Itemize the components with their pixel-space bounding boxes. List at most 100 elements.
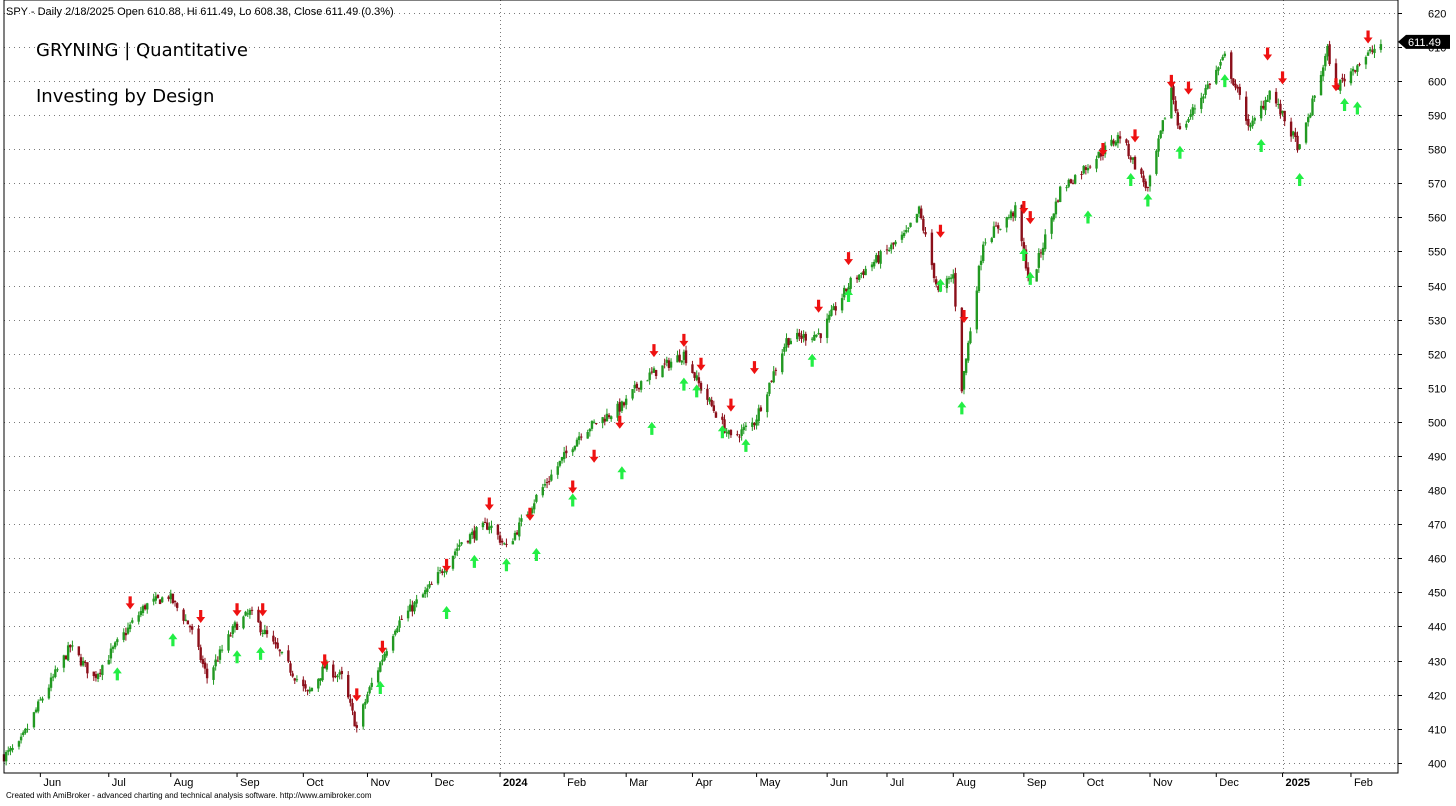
candle-body <box>663 363 666 365</box>
signal-arrows <box>112 30 1373 702</box>
candle-body <box>678 354 681 362</box>
candle-body <box>383 653 386 661</box>
buy-signal-arrow <box>469 554 479 568</box>
candle-body <box>99 672 102 674</box>
x-tick-label: Aug <box>174 777 194 789</box>
candle-body <box>1144 181 1147 189</box>
candle-body <box>545 482 549 484</box>
y-tick-label: 530 <box>1428 316 1446 328</box>
candle-body <box>1253 118 1256 121</box>
candle-body <box>603 418 606 422</box>
y-tick-label: 590 <box>1428 111 1446 123</box>
candle-body <box>855 277 859 280</box>
x-tick-label: Feb <box>1354 777 1373 789</box>
candle-body <box>759 407 763 411</box>
candle-body <box>1161 120 1165 132</box>
candle-body <box>1259 105 1263 119</box>
candle-body <box>669 361 673 368</box>
candle-body <box>804 333 807 341</box>
candle-body <box>175 603 179 608</box>
candle-body <box>1103 145 1107 155</box>
candle-body <box>430 583 433 585</box>
candle-body <box>610 416 613 420</box>
brand-name: GRYNING | Quantitative <box>36 40 248 61</box>
candle-body <box>605 413 609 422</box>
x-tick-label: 2025 <box>1286 777 1310 789</box>
candle-body <box>71 645 74 647</box>
candle-body <box>1155 150 1158 174</box>
candle-body <box>1234 83 1237 88</box>
candle-body <box>789 340 792 345</box>
candle-body <box>124 633 128 636</box>
candle-body <box>751 422 754 427</box>
candle-body <box>905 229 908 233</box>
candle-body <box>376 670 380 683</box>
candle-body <box>618 402 621 412</box>
y-tick-label: 430 <box>1428 657 1446 669</box>
buy-signal-arrow <box>957 401 967 415</box>
candle-body <box>1073 175 1077 184</box>
candle-body <box>308 689 311 692</box>
candle-body <box>84 662 87 664</box>
sell-signal-arrow <box>484 497 494 511</box>
candle-body <box>212 667 215 680</box>
candle-body <box>620 401 624 411</box>
candle-body <box>892 242 895 245</box>
candle-body <box>947 277 951 280</box>
candle-body <box>1274 91 1278 104</box>
candle-body <box>1343 78 1346 82</box>
candle-body <box>1268 90 1271 100</box>
candle-body <box>932 263 936 279</box>
x-tick-label: Jul <box>112 777 126 789</box>
candle-body <box>877 255 880 263</box>
candle-body <box>832 306 835 310</box>
buy-signal-arrow <box>1175 145 1185 159</box>
candle-body <box>708 398 711 402</box>
candle-body <box>952 274 955 279</box>
candle-body <box>1157 138 1160 152</box>
candle-body <box>1148 175 1152 187</box>
candle-body <box>541 487 544 496</box>
candle-body <box>1202 96 1205 99</box>
candle-body <box>1334 63 1338 85</box>
candle-body <box>783 346 786 352</box>
candle-body <box>92 671 95 677</box>
candle-body <box>864 268 867 276</box>
candle-body <box>753 422 756 426</box>
candle-body <box>699 382 703 391</box>
candle-body <box>590 421 594 429</box>
candle-body <box>800 335 803 340</box>
candle-body <box>1281 110 1284 114</box>
buy-signal-arrow <box>807 353 817 367</box>
candle-body <box>825 318 829 338</box>
candle-body <box>96 673 100 679</box>
gridlines <box>4 0 1398 773</box>
candle-body <box>248 610 252 615</box>
candle-body <box>111 646 115 649</box>
candle-body <box>962 371 966 390</box>
candle-body <box>261 633 264 635</box>
candle-body <box>915 213 919 223</box>
candle-body <box>379 662 382 672</box>
candle-body <box>1266 99 1269 103</box>
buy-signal-arrow <box>741 438 751 452</box>
candle-body <box>721 416 724 420</box>
candle-body <box>872 261 876 267</box>
sell-signal-arrow <box>615 415 625 429</box>
candle-body <box>1125 139 1128 143</box>
candle-body <box>879 251 882 264</box>
candle-body <box>639 381 643 390</box>
candle-body <box>1170 87 1173 119</box>
candle-body <box>727 430 730 435</box>
candle-body <box>244 611 247 616</box>
candle-body <box>712 405 716 411</box>
candle-body <box>969 331 972 344</box>
candle-body <box>443 571 446 573</box>
candle-body <box>815 334 818 337</box>
candle-body <box>319 678 322 681</box>
candle-body <box>280 651 284 654</box>
candle-body <box>1086 167 1090 171</box>
candle-body <box>1328 44 1331 65</box>
candle-body <box>1244 96 1248 121</box>
sell-signal-arrow <box>1183 81 1193 95</box>
